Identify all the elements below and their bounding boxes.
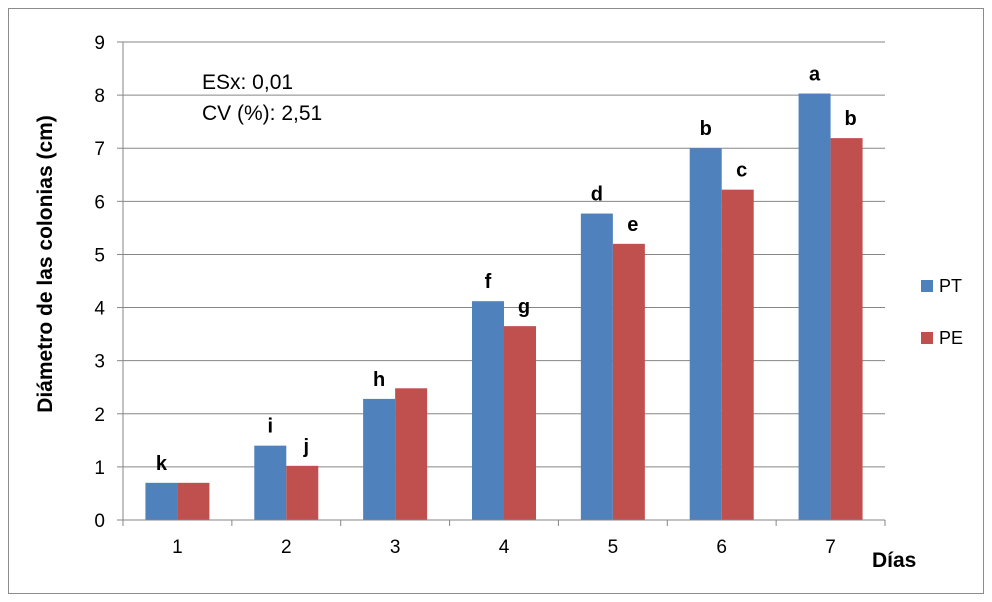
legend-swatch-pe — [921, 332, 933, 344]
x-tick-label: 6 — [716, 537, 727, 558]
y-tick-label: 9 — [94, 33, 105, 54]
data-label-pe: c — [736, 160, 747, 182]
data-label-pt: a — [809, 64, 821, 86]
y-tick-label: 6 — [94, 192, 105, 213]
data-label-pe: j — [303, 436, 310, 458]
x-tick-label: 3 — [390, 537, 401, 558]
y-tick-label: 7 — [94, 139, 105, 160]
chart-frame: 0 1 2 3 4 5 6 7 8 9 1 2 3 4 5 6 7 k i h f d b a j g e c b Diámetro … — [8, 8, 984, 594]
axes: 0 1 2 3 4 5 6 7 8 9 1 2 3 4 5 6 7 — [94, 33, 886, 558]
bar-pt — [363, 398, 396, 520]
bar-pe — [395, 388, 428, 520]
y-tick-label: 1 — [94, 458, 105, 479]
data-label-pt: h — [373, 369, 385, 391]
bar-pt — [689, 148, 722, 520]
x-axis-title: Días — [872, 549, 916, 572]
bar-chart: 0 1 2 3 4 5 6 7 8 9 1 2 3 4 5 6 7 k i h f d b a j g e c b Diámetro … — [34, 33, 963, 572]
x-tick-label: 1 — [172, 537, 183, 558]
data-label-pe: e — [627, 214, 638, 236]
bar-pt — [145, 482, 178, 520]
bar-pe — [286, 465, 319, 520]
data-label-pt: k — [156, 453, 168, 475]
data-label-pe: b — [844, 108, 856, 130]
bar-pt — [798, 93, 831, 521]
bar-pe — [612, 243, 645, 521]
y-tick-label: 4 — [94, 299, 105, 320]
data-label-pt: f — [485, 271, 492, 293]
y-tick-label: 3 — [94, 352, 105, 373]
bar-pe — [177, 482, 210, 520]
bars — [145, 93, 863, 521]
data-label-pt: b — [700, 118, 712, 140]
x-tick-label: 5 — [608, 537, 619, 558]
y-axis-title: Diámetro de las colonias (cm) — [34, 115, 57, 413]
legend: PT PE — [921, 276, 963, 348]
data-label-pt: d — [591, 184, 603, 206]
data-label-pt: i — [268, 416, 274, 438]
y-tick-label: 5 — [94, 245, 105, 266]
bar-pe — [504, 326, 536, 520]
legend-label-pt: PT — [939, 276, 962, 296]
y-tick-label: 2 — [94, 405, 105, 426]
bar-pe — [721, 189, 754, 520]
x-tick-label: 2 — [281, 537, 292, 558]
bar-pt — [254, 445, 287, 520]
annotation-esx: ESx: 0,01 — [202, 71, 293, 94]
x-tick-label: 4 — [499, 537, 510, 558]
data-labels: k i h f d b a j g e c b — [156, 64, 857, 475]
y-tick-label: 8 — [94, 86, 105, 107]
data-label-pe: g — [518, 296, 530, 318]
annotation-cv: CV (%): 2,51 — [202, 102, 322, 125]
legend-label-pe: PE — [939, 328, 963, 348]
bar-pe — [830, 138, 863, 520]
bar-pt — [580, 213, 613, 520]
legend-swatch-pt — [921, 280, 933, 292]
x-tick-label: 7 — [825, 537, 836, 558]
y-tick-label: 0 — [94, 511, 105, 532]
bar-pt — [472, 301, 504, 520]
gridlines — [123, 41, 885, 468]
